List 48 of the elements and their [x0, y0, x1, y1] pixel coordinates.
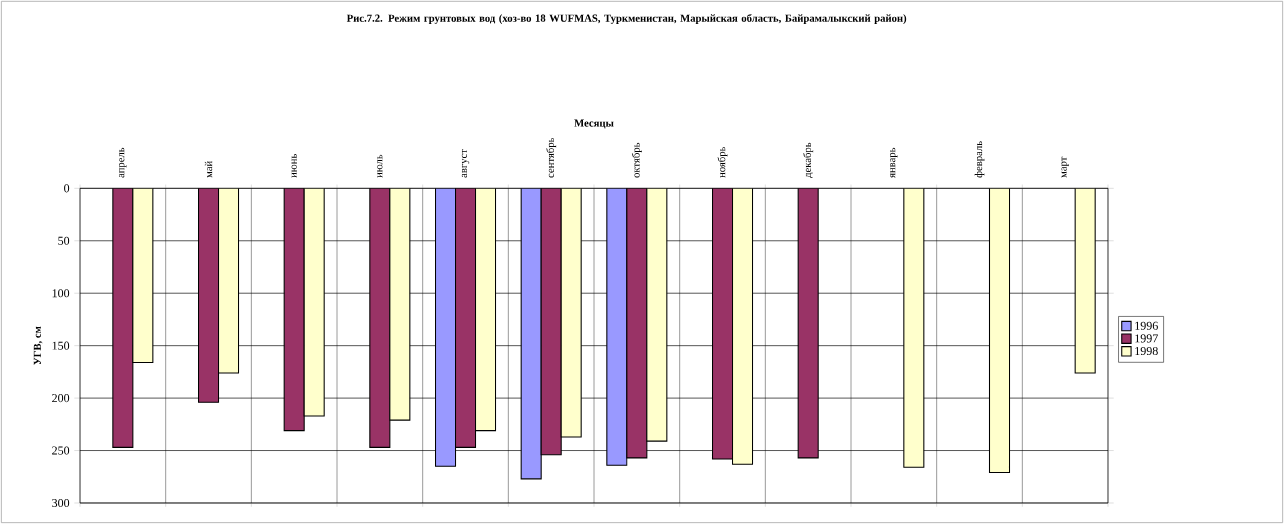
bar: [560, 188, 582, 438]
bar: [1074, 188, 1096, 374]
bar: [217, 188, 240, 374]
bar: [540, 188, 562, 456]
bar: [132, 188, 154, 363]
y-tick-label: 300: [52, 498, 70, 508]
y-tick-label: 150: [52, 341, 70, 350]
x-tick-label: сентябрь: [546, 137, 557, 178]
bar: [369, 188, 391, 448]
bar: [474, 188, 497, 432]
x-tick-label: июль: [377, 154, 383, 178]
y-tick-label: 100: [52, 289, 70, 298]
chart-title: Рис.7.2. Режим грунтовых вод (хоз-во 18 WUFMAS, Туркменистан, Марыйская область, Байрамалыкский район): [346, 14, 907, 24]
y-tick-label: 0: [64, 184, 70, 193]
x-tick-label: март: [1061, 156, 1069, 178]
bar: [434, 188, 457, 467]
bar: [903, 188, 925, 468]
bar: [797, 188, 819, 459]
bar: [303, 188, 325, 417]
legend-label: 1996: [1135, 321, 1158, 330]
x-tick-label: июнь: [291, 154, 297, 178]
legend-label: 1997: [1135, 334, 1158, 343]
bar: [626, 188, 648, 459]
bar: [606, 188, 628, 466]
x-axis-title: Месяцы: [574, 119, 614, 129]
x-tick-label: ноябрь: [717, 146, 728, 178]
bar: [283, 188, 305, 432]
y-tick-label: 250: [52, 446, 70, 455]
x-tick-label: февраль: [974, 141, 985, 178]
bar: [454, 188, 477, 448]
x-tick-label: январь: [890, 147, 898, 178]
x-tick-label: октябрь: [631, 142, 642, 178]
bar: [988, 188, 1011, 474]
y-axis-title: УГВ, см: [33, 326, 43, 365]
bar: [520, 188, 542, 480]
x-tick-label: май: [204, 161, 213, 178]
bar: [197, 188, 220, 403]
bar: [389, 188, 411, 421]
bar: [112, 188, 134, 448]
y-tick-label: 200: [52, 394, 70, 403]
bar: [646, 188, 668, 442]
legend-label: 1998: [1135, 346, 1158, 356]
bar: [731, 188, 754, 465]
x-tick-label: апрель: [119, 147, 127, 178]
y-tick-label: 50: [58, 236, 70, 245]
x-tick-label: декабрь: [803, 142, 814, 178]
x-tick-label: август: [461, 149, 470, 178]
bar: [711, 188, 734, 460]
